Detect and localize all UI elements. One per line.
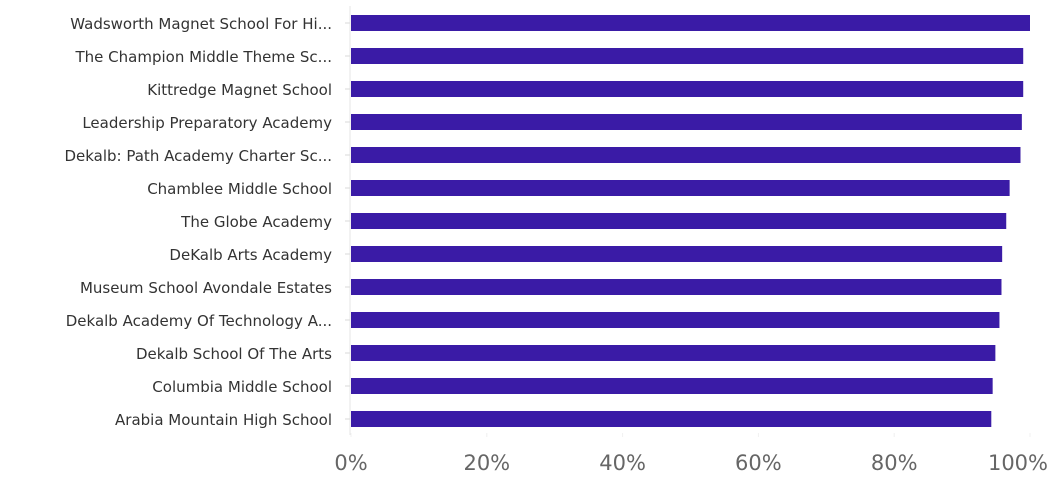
category-label: Leadership Preparatory Academy [82, 114, 332, 132]
category-label: Arabia Mountain High School [115, 411, 332, 429]
bar[interactable] [351, 114, 1022, 130]
bar[interactable] [351, 48, 1024, 64]
bar[interactable] [351, 15, 1030, 31]
bar[interactable] [351, 246, 1003, 262]
x-tick-label: 40% [599, 451, 646, 475]
x-tick-label: 0% [334, 451, 367, 475]
bar[interactable] [351, 180, 1010, 196]
category-label: Dekalb Academy Of Technology A... [66, 312, 332, 330]
bar[interactable] [351, 312, 1000, 328]
bars-layer [351, 15, 1030, 427]
x-axis-ticks: 0% 20% 40% 60% 80% 100% [334, 433, 1048, 475]
bar[interactable] [351, 279, 1002, 295]
grid-layer [345, 6, 351, 435]
category-label: Chamblee Middle School [147, 180, 332, 198]
category-label: The Globe Academy [180, 213, 332, 231]
category-labels: Wadsworth Magnet School For Hi... The Cha… [64, 15, 332, 429]
category-label: Museum School Avondale Estates [80, 279, 332, 297]
bar[interactable] [351, 213, 1007, 229]
x-tick-label: 20% [463, 451, 510, 475]
category-label: Dekalb School Of The Arts [136, 345, 332, 363]
x-tick-label: 100% [988, 451, 1048, 475]
bar[interactable] [351, 411, 992, 427]
category-label: The Champion Middle Theme Sc... [75, 48, 333, 66]
category-label: Wadsworth Magnet School For Hi... [70, 15, 332, 33]
category-label: Kittredge Magnet School [147, 81, 332, 99]
x-tick-label: 80% [871, 451, 918, 475]
bar[interactable] [351, 81, 1024, 97]
category-label: Dekalb: Path Academy Charter Sc... [64, 147, 332, 165]
bar[interactable] [351, 345, 996, 361]
category-label: DeKalb Arts Academy [169, 246, 332, 264]
category-label: Columbia Middle School [152, 378, 332, 396]
bar[interactable] [351, 378, 993, 394]
x-tick-label: 60% [735, 451, 782, 475]
bar[interactable] [351, 147, 1021, 163]
